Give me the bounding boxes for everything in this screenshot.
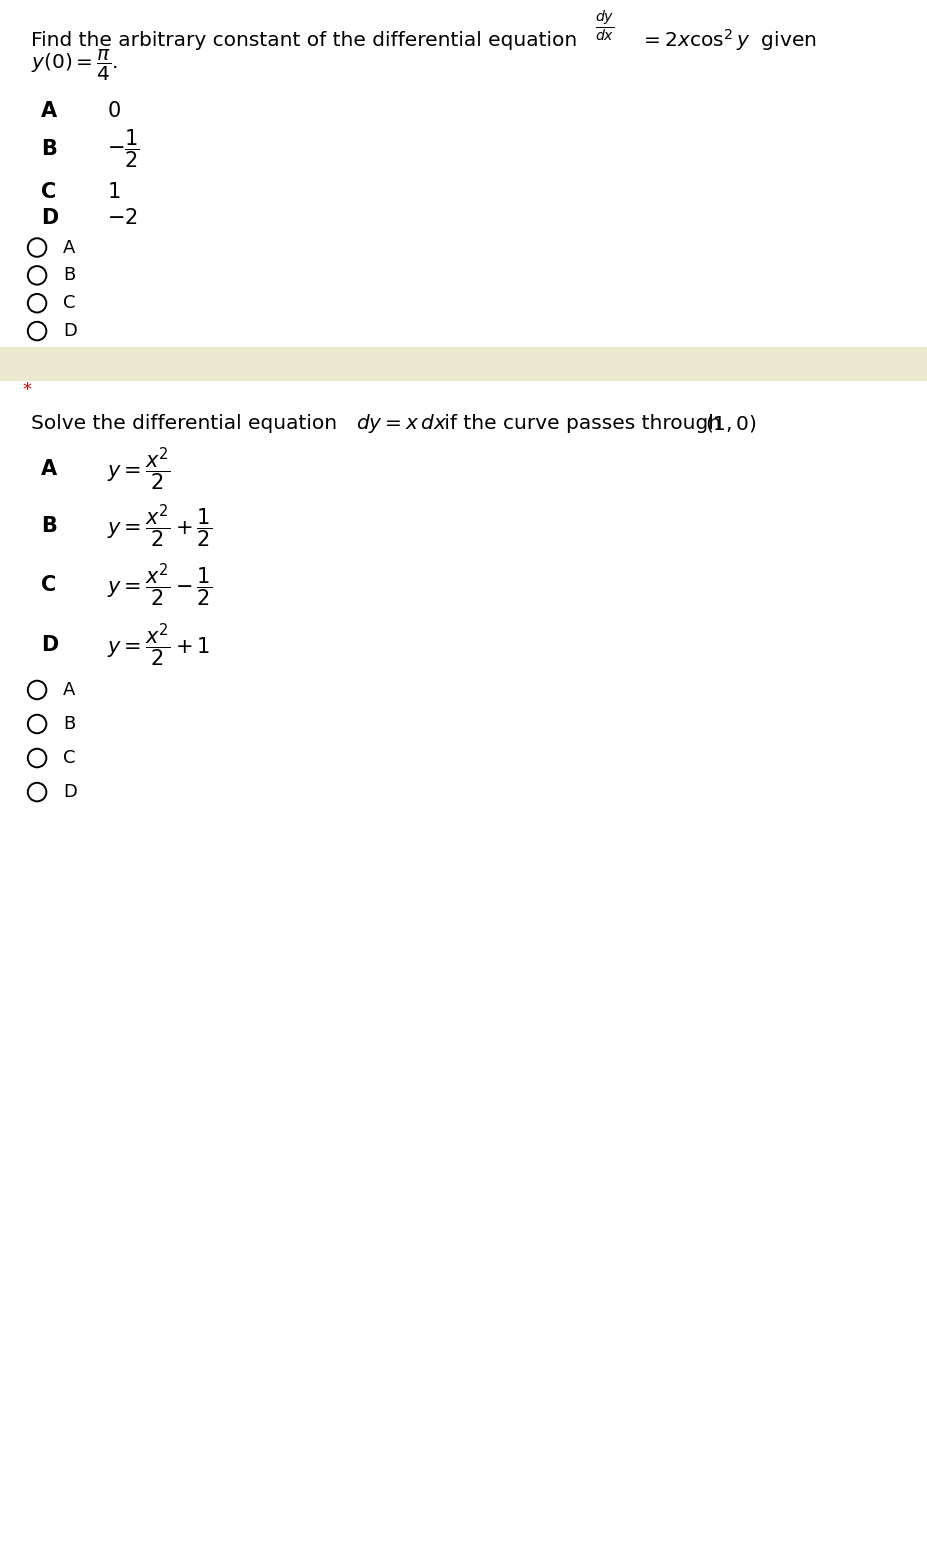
Text: A: A xyxy=(63,238,75,257)
Text: B: B xyxy=(63,266,75,285)
Text: $y = \dfrac{x^2}{2}$: $y = \dfrac{x^2}{2}$ xyxy=(107,446,171,492)
Text: Find the arbitrary constant of the differential equation: Find the arbitrary constant of the diffe… xyxy=(31,31,577,50)
Text: $(1,0)$: $(1,0)$ xyxy=(705,413,756,435)
Text: $= 2x\cos^2 y$  given: $= 2x\cos^2 y$ given xyxy=(640,28,817,53)
Text: *: * xyxy=(22,381,32,399)
Text: $y = \dfrac{x^2}{2} + \dfrac{1}{2}$: $y = \dfrac{x^2}{2} + \dfrac{1}{2}$ xyxy=(107,503,212,549)
Text: C: C xyxy=(41,575,56,594)
Text: B: B xyxy=(63,715,75,733)
FancyBboxPatch shape xyxy=(0,347,927,381)
Text: $-\dfrac{1}{2}$: $-\dfrac{1}{2}$ xyxy=(107,127,139,170)
Text: $y = \dfrac{x^2}{2} + 1$: $y = \dfrac{x^2}{2} + 1$ xyxy=(107,622,210,668)
Text: A: A xyxy=(41,102,57,121)
Text: $dy = x\,dx$: $dy = x\,dx$ xyxy=(356,413,448,435)
Text: B: B xyxy=(41,139,57,158)
Text: C: C xyxy=(63,294,75,312)
Text: if the curve passes through: if the curve passes through xyxy=(438,415,728,433)
Text: D: D xyxy=(63,783,77,801)
Text: C: C xyxy=(63,749,75,767)
Text: $1$: $1$ xyxy=(107,183,120,201)
Text: B: B xyxy=(41,517,57,535)
Text: $0$: $0$ xyxy=(107,102,121,121)
Text: A: A xyxy=(41,459,57,478)
Text: C: C xyxy=(41,183,56,201)
Text: A: A xyxy=(63,681,75,699)
Text: $y(0) = \dfrac{\pi}{4}$.: $y(0) = \dfrac{\pi}{4}$. xyxy=(31,48,118,82)
Text: D: D xyxy=(41,209,58,227)
Text: $\frac{dy}{dx}$: $\frac{dy}{dx}$ xyxy=(595,9,615,43)
Text: $y = \dfrac{x^2}{2} - \dfrac{1}{2}$: $y = \dfrac{x^2}{2} - \dfrac{1}{2}$ xyxy=(107,562,212,608)
Text: Solve the differential equation: Solve the differential equation xyxy=(31,415,343,433)
Text: $-2$: $-2$ xyxy=(107,209,137,227)
Text: D: D xyxy=(41,636,58,654)
Text: D: D xyxy=(63,322,77,340)
